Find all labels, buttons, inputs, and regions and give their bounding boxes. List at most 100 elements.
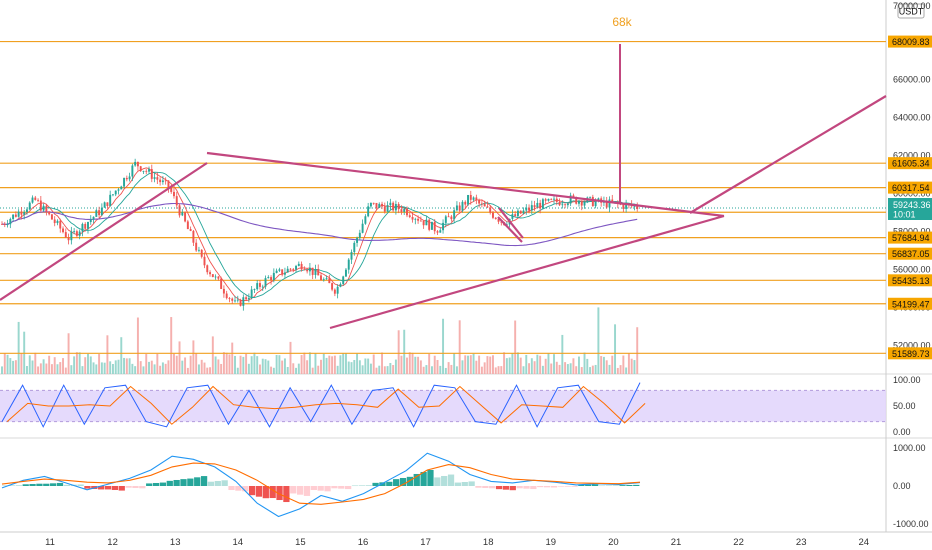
volume-bar — [578, 356, 580, 374]
volume-bar — [530, 358, 533, 374]
volume-bar — [289, 341, 292, 374]
flag-line-top[interactable] — [498, 207, 524, 239]
volume-bar — [186, 367, 189, 374]
volume-bar — [53, 357, 56, 374]
candle-body — [228, 298, 231, 299]
candle-body — [142, 170, 145, 172]
volume-bar — [622, 355, 625, 374]
macd-histogram-bar — [605, 485, 612, 486]
triangle-upper-line[interactable] — [206, 151, 725, 218]
volume-bar — [394, 359, 397, 374]
candle-body — [103, 202, 106, 208]
volume-bar — [636, 327, 639, 374]
macd-histogram-bar — [132, 486, 139, 489]
candle-body — [430, 221, 433, 230]
volume-bar — [536, 354, 539, 374]
macd-histogram-bar — [56, 482, 64, 486]
macd-histogram-bar — [612, 485, 619, 486]
triangle-lower-line[interactable] — [329, 214, 725, 330]
candle-body — [453, 210, 456, 220]
volume-bar — [625, 367, 628, 374]
candle-body — [178, 205, 181, 216]
candle-body — [394, 203, 397, 211]
volume-bar — [605, 360, 608, 374]
macd-histogram-bar — [50, 483, 57, 486]
time-tick: 23 — [796, 537, 807, 548]
level-badge-label: 60317.54 — [892, 183, 930, 193]
flag-line-bottom[interactable] — [497, 216, 523, 243]
candle-body — [256, 283, 259, 290]
volume-bar — [483, 362, 486, 374]
stoch-tick: 100.00 — [893, 375, 921, 385]
stoch-axis: 100.00 50.00 0.00 — [893, 375, 921, 437]
candle-body — [369, 202, 372, 207]
volume-bar — [478, 355, 481, 374]
level-badge — [888, 247, 932, 260]
candle-body — [361, 223, 364, 233]
candle-body — [73, 231, 76, 232]
volume-bar — [111, 364, 114, 374]
volume-bar — [136, 317, 139, 374]
candle-body — [472, 197, 475, 200]
candle-body — [87, 222, 89, 229]
macd-histogram-bar — [523, 486, 530, 489]
candle-body — [234, 300, 236, 302]
candle-body — [278, 269, 281, 271]
volume-bar — [519, 357, 522, 374]
volume-bar — [342, 353, 345, 374]
candle-body — [591, 196, 594, 207]
volume-bar — [383, 366, 386, 374]
candle-body — [467, 194, 469, 205]
candle-body — [209, 272, 212, 275]
candle-body — [511, 214, 514, 219]
volume-bar — [336, 365, 339, 374]
level-badge — [888, 297, 932, 310]
candle-body — [536, 202, 539, 208]
volume-bar — [372, 354, 375, 374]
candle-body — [275, 270, 278, 273]
candle-body — [375, 202, 378, 208]
candle-body — [217, 276, 220, 279]
volume-bar — [87, 353, 89, 374]
macd-histogram-bar — [441, 475, 448, 486]
volume-bar — [189, 355, 192, 374]
volume-bar — [100, 362, 103, 374]
level-badge — [888, 157, 932, 170]
candle-body — [317, 268, 320, 276]
breakout-projection-line[interactable] — [689, 95, 887, 214]
volume-bar — [181, 360, 184, 374]
macd-histogram-bar — [324, 486, 331, 492]
candle-body — [272, 272, 275, 281]
volume-bar — [386, 366, 389, 374]
currency-badge[interactable] — [897, 3, 925, 19]
volume-bar — [442, 318, 445, 374]
macd-axis: 1000.00 0.00 -1000.00 — [893, 443, 929, 529]
volume-bar — [358, 360, 361, 374]
volume-bar — [436, 360, 439, 374]
volume-bar — [364, 358, 367, 374]
macd-histogram-bar — [509, 486, 516, 491]
candle-body — [264, 278, 267, 287]
volume-bar — [261, 358, 264, 374]
volume-bar — [123, 357, 126, 374]
candle-body — [281, 269, 284, 275]
volume-bar — [34, 352, 37, 374]
stoch-tick: 50.00 — [893, 401, 916, 411]
macd-histogram-bar — [626, 484, 633, 486]
candle-body — [541, 199, 544, 209]
candle-body — [148, 169, 150, 172]
volume-bar — [9, 358, 12, 374]
volume-bar — [1, 366, 3, 374]
macd-histogram-bar — [166, 480, 173, 486]
time-tick: 11 — [45, 537, 55, 548]
volume-bar — [306, 360, 309, 374]
volume-bar — [428, 353, 431, 374]
candle-body — [439, 230, 442, 233]
volume-bar — [84, 357, 87, 374]
rising-trendline[interactable] — [0, 162, 208, 301]
volume-bar — [156, 353, 159, 374]
candle-body — [447, 216, 450, 218]
volume-bar — [75, 352, 78, 374]
